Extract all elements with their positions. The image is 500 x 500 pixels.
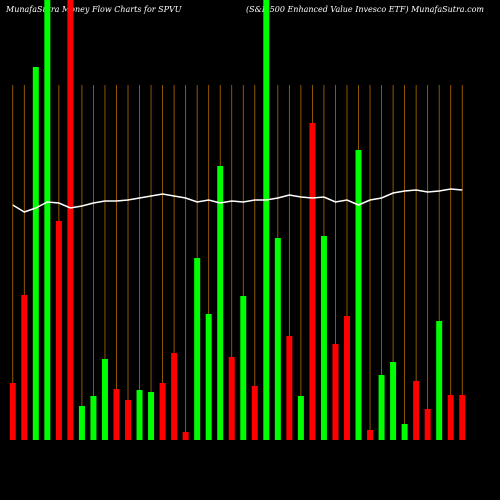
bar bbox=[148, 392, 155, 440]
bar bbox=[251, 386, 258, 440]
bar bbox=[44, 0, 51, 440]
bar bbox=[55, 221, 62, 440]
bar bbox=[21, 295, 28, 440]
bar bbox=[401, 424, 408, 440]
bar bbox=[78, 406, 85, 440]
bar bbox=[286, 336, 293, 440]
chart-subtitle: (S&P 500 Enhanced Value Invesco ETF) Mun… bbox=[246, 5, 484, 14]
bar bbox=[205, 314, 212, 440]
bar bbox=[459, 395, 466, 440]
bar bbox=[447, 395, 454, 440]
bar bbox=[343, 316, 350, 440]
bar bbox=[332, 344, 339, 440]
bar bbox=[320, 236, 327, 440]
bar bbox=[90, 396, 97, 440]
bar bbox=[355, 150, 362, 440]
bar bbox=[228, 357, 235, 440]
bar bbox=[367, 430, 374, 440]
bar bbox=[113, 389, 120, 440]
bar bbox=[136, 390, 143, 440]
bar bbox=[67, 0, 74, 440]
bar bbox=[390, 362, 397, 440]
bar bbox=[378, 375, 385, 440]
bar bbox=[159, 383, 166, 440]
bar bbox=[240, 296, 247, 440]
bar bbox=[424, 409, 431, 440]
bar bbox=[101, 359, 108, 440]
bar bbox=[125, 400, 132, 440]
chart-title: MunafaSutra Money Flow Charts for SPVU bbox=[5, 5, 182, 14]
bar bbox=[413, 381, 420, 440]
line bbox=[12, 188, 463, 213]
bar bbox=[171, 353, 178, 440]
bar bbox=[9, 383, 16, 440]
bar bbox=[263, 0, 270, 440]
bar bbox=[194, 258, 201, 440]
bar bbox=[436, 321, 443, 440]
bar bbox=[32, 67, 39, 440]
bar bbox=[182, 432, 189, 440]
bar bbox=[297, 396, 304, 440]
bar bbox=[309, 123, 316, 440]
bar bbox=[217, 166, 224, 440]
bar bbox=[274, 238, 281, 440]
